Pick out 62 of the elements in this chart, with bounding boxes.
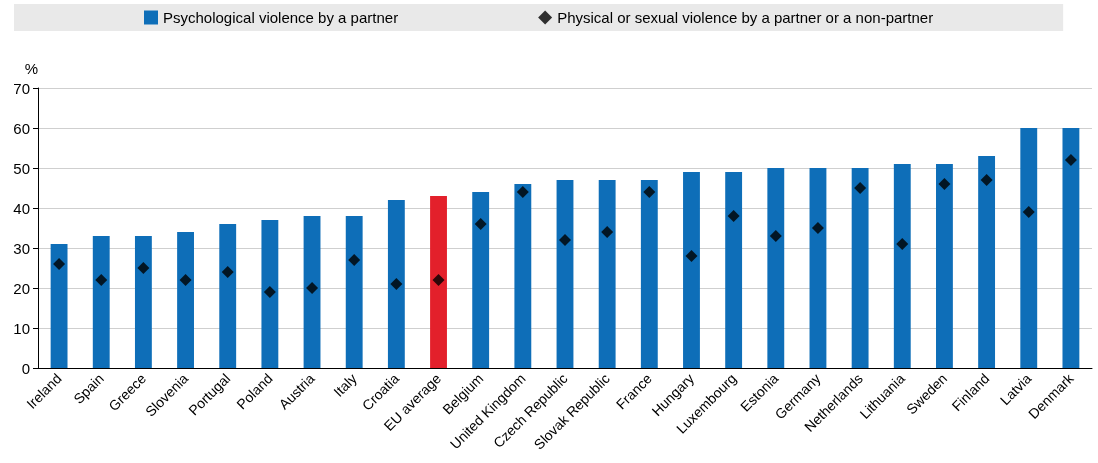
bar (1020, 128, 1038, 368)
bar (92, 236, 110, 368)
bar (978, 156, 996, 368)
bar (893, 164, 911, 368)
bar (387, 200, 405, 368)
bar (809, 168, 827, 368)
point (390, 278, 403, 290)
point (53, 258, 66, 270)
point (179, 274, 192, 286)
bar (472, 192, 490, 368)
bar (219, 224, 237, 368)
point (348, 254, 361, 266)
point (980, 174, 993, 186)
bar (598, 180, 616, 368)
bar (683, 172, 700, 368)
y-tick-label: 60 (13, 119, 30, 137)
bar (345, 216, 363, 368)
point (306, 282, 319, 294)
bar (134, 236, 152, 368)
point (896, 238, 909, 250)
point (601, 226, 614, 238)
point (643, 186, 656, 198)
point (1022, 206, 1035, 218)
y-tick-label: 70 (13, 79, 30, 97)
y-tick-label: 40 (13, 199, 30, 217)
y-tick-label: 0 (21, 359, 30, 377)
bar (936, 164, 953, 368)
bar (430, 196, 447, 368)
y-axis-title: % (24, 60, 38, 77)
legend-label: Physical or sexual violence by a partner or a non-partner (557, 9, 934, 26)
bar (640, 180, 658, 368)
bar (1062, 128, 1080, 368)
bar (177, 232, 194, 368)
y-tick-label: 50 (13, 159, 30, 177)
point (516, 186, 529, 198)
bar (261, 220, 279, 368)
y-tick-label: 30 (13, 239, 30, 257)
bar (514, 184, 532, 368)
point (474, 218, 487, 230)
point (95, 274, 108, 286)
bar (851, 168, 869, 368)
y-tick-label: 10 (13, 319, 30, 337)
point (769, 230, 782, 242)
legend-label: Psychological violence by a partner (163, 9, 399, 26)
x-tick-label: Italy (330, 370, 360, 400)
point (432, 274, 445, 286)
bar (303, 216, 321, 368)
point (559, 234, 571, 246)
point (811, 222, 824, 234)
y-tick-label: 20 (13, 279, 30, 297)
bar (725, 172, 743, 368)
point (938, 178, 951, 190)
point (727, 210, 740, 222)
point (685, 250, 698, 262)
point (263, 286, 276, 298)
point (137, 262, 150, 274)
point (221, 266, 234, 278)
bar (767, 168, 785, 368)
point (1064, 154, 1077, 166)
bar (556, 180, 574, 368)
point (854, 182, 867, 194)
bar (50, 244, 68, 368)
